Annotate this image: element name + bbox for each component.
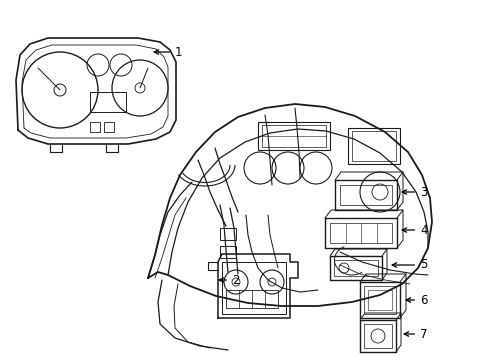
Bar: [262, 125, 325, 147]
Text: 7: 7: [404, 328, 427, 341]
Text: 5: 5: [391, 258, 427, 271]
Bar: [363, 286, 395, 314]
Text: 2: 2: [219, 274, 239, 287]
Bar: [329, 223, 391, 243]
Bar: [367, 290, 391, 310]
Text: 3: 3: [401, 185, 427, 198]
Bar: [90, 92, 126, 112]
Text: 1: 1: [154, 45, 182, 58]
Text: 6: 6: [406, 293, 427, 306]
Bar: [347, 128, 399, 164]
Bar: [351, 131, 395, 161]
Bar: [220, 246, 236, 258]
Bar: [90, 122, 100, 132]
Bar: [222, 262, 285, 314]
Bar: [104, 122, 114, 132]
Bar: [258, 122, 329, 150]
Text: 4: 4: [401, 224, 427, 237]
Bar: [363, 324, 391, 348]
Bar: [225, 290, 278, 308]
Bar: [220, 228, 236, 240]
Bar: [333, 260, 377, 276]
Bar: [339, 185, 391, 205]
